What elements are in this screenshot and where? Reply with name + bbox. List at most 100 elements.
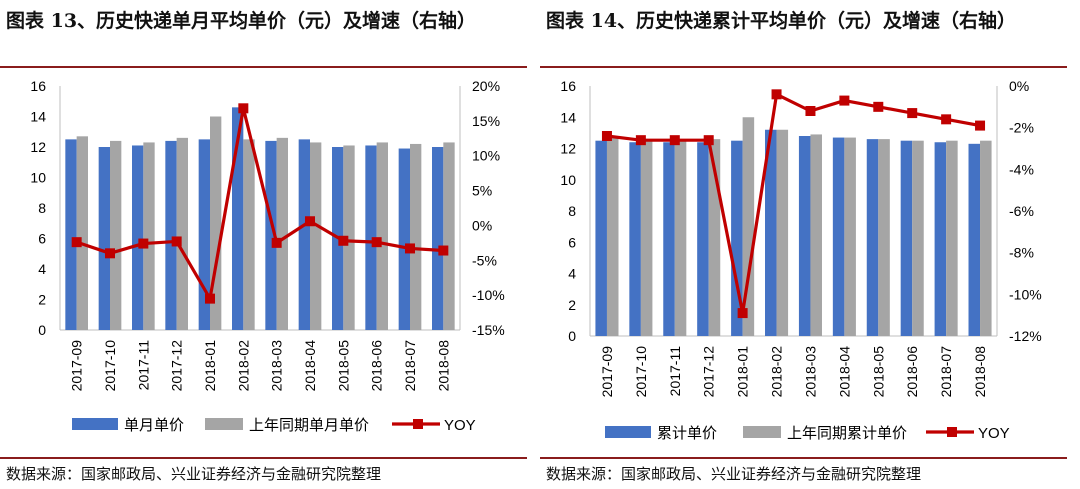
right-tick-label: -15% [472,322,505,338]
bar-上年同期累计单价 [946,140,958,336]
bar-累计单价 [697,142,709,336]
category-tick-label: 2018-02 [769,346,785,398]
bar-单月单价 [298,139,310,330]
category-tick-label: 2018-05 [870,346,886,398]
left-tick-label: 4 [38,261,46,277]
yoy-point [635,135,646,146]
left-tick-label: 8 [38,200,46,216]
yoy-point [601,131,612,141]
legend-swatch-marker [413,419,423,429]
legend-swatch [72,418,118,430]
left-tick-label: 2 [38,292,46,308]
right-tick-label: -10% [1009,286,1042,302]
bar-上年同期单月单价 [243,139,255,330]
bar-上年同期累计单价 [878,139,890,336]
yoy-point [205,293,215,304]
yoy-point [438,245,449,256]
bar-上年同期累计单价 [674,139,687,336]
legend-swatch [743,426,781,438]
bar-上年同期累计单价 [708,139,721,336]
bar-上年同期累计单价 [776,129,789,336]
category-tick-label: 2018-05 [335,340,351,392]
source-note: 数据来源：国家邮政局、兴业证券经济与金融研究院整理 [6,465,382,483]
yoy-point [873,101,884,112]
category-tick-label: 2018-06 [904,346,920,398]
chart-title: 图表 13、历史快递单月平均单价（元）及增速（右轴） [6,10,477,32]
bottom-rule [0,457,527,459]
bar-累计单价 [731,140,743,336]
bar-累计单价 [765,129,777,336]
left-tick-label: 0 [568,328,576,344]
legend-swatch-marker [947,427,957,437]
left-tick-label: 0 [38,322,46,338]
left-tick-label: 10 [560,172,576,188]
bar-上年同期单月单价 [443,142,455,330]
bar-上年同期单月单价 [76,136,88,330]
bar-累计单价 [866,139,879,336]
bar-单月单价 [132,145,144,330]
chart-panel-cumulative: 图表 14、历史快递累计平均单价（元）及增速（右轴） 0 2 4 6 8 10 12 14 16… [540,0,1080,489]
legend-swatch [605,426,651,438]
yoy-point [737,308,748,319]
yoy-point [271,237,282,248]
bottom-rule [540,457,1067,459]
yoy-line [606,92,981,315]
bar-单月单价 [232,107,244,330]
legend-label: 累计单价 [657,424,717,442]
left-tick-label: 14 [560,109,576,125]
yoy-point [907,108,918,119]
yoy-point [371,237,382,248]
left-tick-label: 8 [568,203,576,219]
bar-累计单价 [629,142,641,336]
yoy-point [975,120,986,131]
category-tick-label: 2017-09 [69,340,85,392]
category-tick-label: 2017-11 [135,340,151,391]
bar-上年同期单月单价 [143,142,155,330]
category-tick-label: 2018-04 [836,346,852,398]
right-tick-label: -8% [1009,245,1034,261]
category-tick-label: 2017-09 [599,346,615,398]
bar-单月单价 [432,147,444,330]
category-tick-label: 2018-08 [435,340,451,392]
category-tick-label: 2018-08 [972,346,988,398]
top-rule [0,66,527,68]
legend-swatch [205,418,243,430]
legend-label: 上年同期累计单价 [787,424,907,442]
bar-累计单价 [934,142,947,336]
right-tick-label: 0% [1009,78,1029,94]
bar-累计单价 [968,143,981,336]
category-tick-label: 2018-03 [269,340,285,392]
category-tick-label: 2017-12 [701,346,717,398]
chart-cumulative-price: 0 2 4 6 8 10 12 14 16 -12% -10% -8% -6% -4% -2% 0% 2017-… [560,78,1042,442]
left-tick-label: 12 [560,141,576,157]
right-tick-label: 10% [472,148,500,164]
category-tick-label: 2018-06 [369,340,385,392]
category-tick-label: 2018-07 [402,340,418,392]
bar-单月单价 [165,140,177,330]
chart-panel-single-month: 图表 13、历史快递单月平均单价（元）及增速（右轴） 0 2 4 6 8 10 12 14 16… [0,10,527,483]
legend-label: 上年同期单月单价 [249,416,369,434]
bar-单月单价 [198,139,210,330]
left-tick-label: 6 [38,231,46,247]
category-tick-label: 2018-02 [235,340,251,392]
yoy-point [238,103,249,114]
yoy-point [405,243,415,254]
left-tick-label: 4 [568,266,576,282]
bar-上年同期累计单价 [980,140,992,336]
category-tick-label: 2018-01 [735,346,751,398]
legend-label: YOY [978,425,1010,442]
category-tick-label: 2017-11 [667,346,683,397]
bar-上年同期单月单价 [310,142,322,330]
right-tick-label: 5% [472,183,492,199]
bar-单月单价 [365,145,377,330]
bar-累计单价 [663,142,675,336]
bar-上年同期单月单价 [210,116,222,330]
chart-single-month-price: 0 2 4 6 8 10 12 14 16 -15% -10% -5% 0% 5% 10% 15% 20% 201… [30,78,505,434]
right-tick-label: -10% [472,287,505,303]
yoy-point [703,135,714,146]
category-tick-label: 2017-10 [102,340,118,392]
right-tick-label: -4% [1009,161,1034,177]
right-tick-label: -12% [1009,328,1042,344]
yoy-line [76,106,444,301]
legend-label: YOY [444,417,476,434]
